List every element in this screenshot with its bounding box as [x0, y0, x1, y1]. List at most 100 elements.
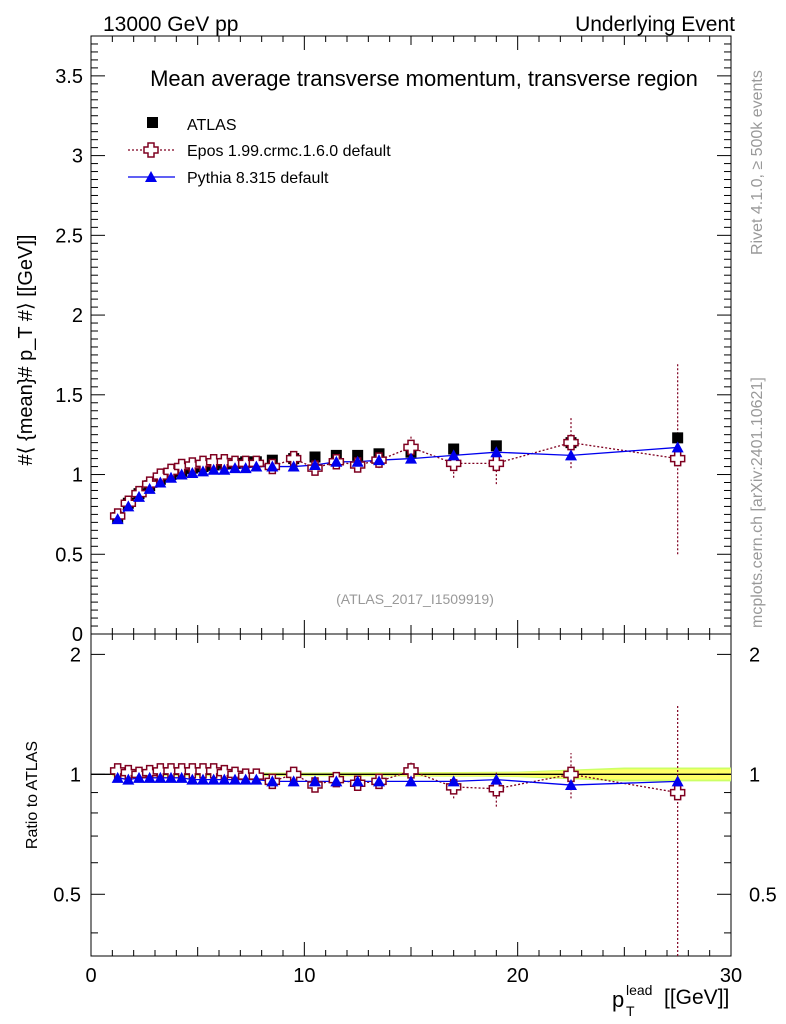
- ratio-pythia-point: [186, 773, 199, 785]
- epos-data-point: [563, 434, 579, 451]
- atlas-data-point: [672, 432, 684, 444]
- pythia-data-point: [490, 446, 503, 458]
- main-data-layer: [109, 362, 686, 555]
- pythia-data-point: [197, 465, 209, 477]
- main-y-tick-label: 2: [72, 305, 83, 327]
- atlas-data-point: [490, 440, 502, 452]
- x-axis-label: p T lead [[GeV]]: [612, 982, 729, 1019]
- atlas-data-point: [448, 443, 460, 455]
- main-y-tick-label: 3.5: [55, 66, 83, 88]
- x-axis-label-unit: [[GeV]]: [664, 986, 729, 1009]
- pythia-data-point: [165, 471, 177, 483]
- pythia-data-point: [373, 454, 385, 466]
- x-axis-label-sup: lead: [626, 982, 652, 998]
- pythia-data-point: [565, 449, 577, 461]
- legend-pythia-label: Pythia 8.315 default: [187, 170, 329, 187]
- pythia-data-point: [154, 476, 167, 488]
- x-axis-label-p: p: [612, 987, 624, 1012]
- ratio-epos-point: [205, 763, 222, 779]
- ratio-pythia-point: [351, 775, 364, 787]
- ratio-pythia-point: [490, 773, 503, 785]
- ratio-pythia-point: [266, 775, 279, 787]
- main-y-tick-label: 3: [72, 146, 83, 168]
- x-tick-label: 0: [85, 965, 96, 987]
- ratio-y-tick-label-right: 2: [749, 644, 760, 666]
- ratio-pythia-point: [154, 771, 167, 783]
- legend-pythia-marker: [145, 171, 157, 182]
- ratio-y-tick-label-right: 0.5: [749, 884, 777, 906]
- ratio-y-axis-label: Ratio to ATLAS: [24, 741, 41, 849]
- ratio-pythia-point: [175, 771, 188, 783]
- pythia-data-point: [175, 468, 188, 480]
- ratio-pythia-point: [250, 773, 263, 785]
- epos-data-point: [403, 439, 419, 456]
- epos-data-point: [669, 450, 686, 467]
- ratio-pythia-point: [373, 775, 385, 787]
- ratio-pythia-point: [405, 775, 417, 787]
- mcplots-side-label: mcplots.cern.ch [arXiv:2401.10621]: [749, 377, 766, 628]
- ratio-pythia-point: [447, 775, 460, 787]
- x-tick-label: 30: [720, 965, 742, 987]
- pythia-data-point: [447, 449, 460, 461]
- ratio-pythia-point: [229, 773, 241, 785]
- process-label: Underlying Event: [575, 13, 735, 36]
- ratio-y-tick-label: 1: [70, 764, 81, 786]
- epos-data-point: [216, 454, 233, 470]
- pythia-data-point: [229, 462, 241, 474]
- ratio-frame: [90, 633, 732, 957]
- rivet-side-label: Rivet 4.1.0, ≥ 500k events: [749, 70, 766, 255]
- pythia-data-point: [266, 460, 279, 472]
- pythia-data-point: [133, 490, 145, 502]
- pythia-data-point: [287, 460, 300, 472]
- ratio-pythia-point: [218, 773, 231, 785]
- pythia-data-point: [111, 513, 124, 525]
- ratio-pythia-point: [165, 771, 177, 783]
- ratio-pythia-point: [287, 775, 300, 787]
- main-y-tick-label: 0.5: [55, 544, 83, 566]
- main-y-tick-label: 2.5: [55, 225, 83, 247]
- epos-data-point: [488, 455, 505, 472]
- atlas-data-point: [352, 449, 364, 461]
- main-axis-ticks: 0 0.5 1 1.5 2 2.5 3 3.5: [55, 35, 732, 646]
- ratio-pythia-point: [671, 775, 684, 787]
- pythia-data-point: [250, 460, 263, 472]
- pythia-data-point: [207, 463, 220, 475]
- ratio-epos-point: [403, 763, 419, 779]
- ratio-y-tick-label: 0.5: [53, 884, 81, 906]
- ratio-pythia-point: [565, 779, 577, 791]
- ratio-panel: 0.5 0.51 12 20 10 20 30 Ratio to ATLAS: [24, 633, 777, 987]
- pythia-data-point: [218, 463, 231, 475]
- legend-atlas-marker: [147, 117, 158, 128]
- x-axis-label-sub: T: [626, 1003, 635, 1019]
- pythia-data-point: [143, 482, 156, 494]
- ratio-pythia-point: [122, 773, 135, 785]
- pythia-data-point: [122, 500, 135, 512]
- ratio-pythia-point: [207, 773, 220, 785]
- atlas-data-point: [309, 451, 321, 463]
- ratio-pythia-point: [330, 775, 343, 787]
- energy-label: 13000 GeV pp: [103, 13, 238, 36]
- main-y-tick-label: 1.5: [55, 385, 83, 407]
- pythia-data-point: [671, 441, 684, 453]
- x-tick-label: 20: [507, 965, 529, 987]
- epos-data-point: [285, 450, 302, 467]
- ratio-data-layer: [109, 704, 686, 956]
- pythia-data-point: [330, 455, 343, 467]
- x-tick-label: 10: [293, 965, 315, 987]
- ratio-pythia-point: [239, 773, 252, 785]
- analysis-label: (ATLAS_2017_I1509919): [336, 591, 494, 607]
- pythia-data-point: [309, 458, 321, 470]
- ratio-axis-ticks: 0.5 0.51 12 20 10 20 30: [53, 634, 777, 987]
- ratio-epos-point: [669, 784, 686, 801]
- pythia-data-point: [405, 452, 417, 464]
- ratio-epos-point: [563, 766, 579, 783]
- legend: ATLAS Epos 1.99.crmc.1.6.0 default Pythi…: [128, 117, 391, 187]
- pythia-data-point: [239, 462, 252, 474]
- legend-epos-label: Epos 1.99.crmc.1.6.0 default: [187, 143, 391, 160]
- chart-title: Mean average transverse momentum, transv…: [150, 66, 698, 91]
- main-panel: 0 0.5 1 1.5 2 2.5 3 3.5 Mean average transverse…: [15, 35, 732, 646]
- ratio-pythia-point: [197, 773, 209, 785]
- main-y-tick-label: 1: [72, 465, 83, 487]
- main-y-tick-label: 0: [72, 624, 83, 646]
